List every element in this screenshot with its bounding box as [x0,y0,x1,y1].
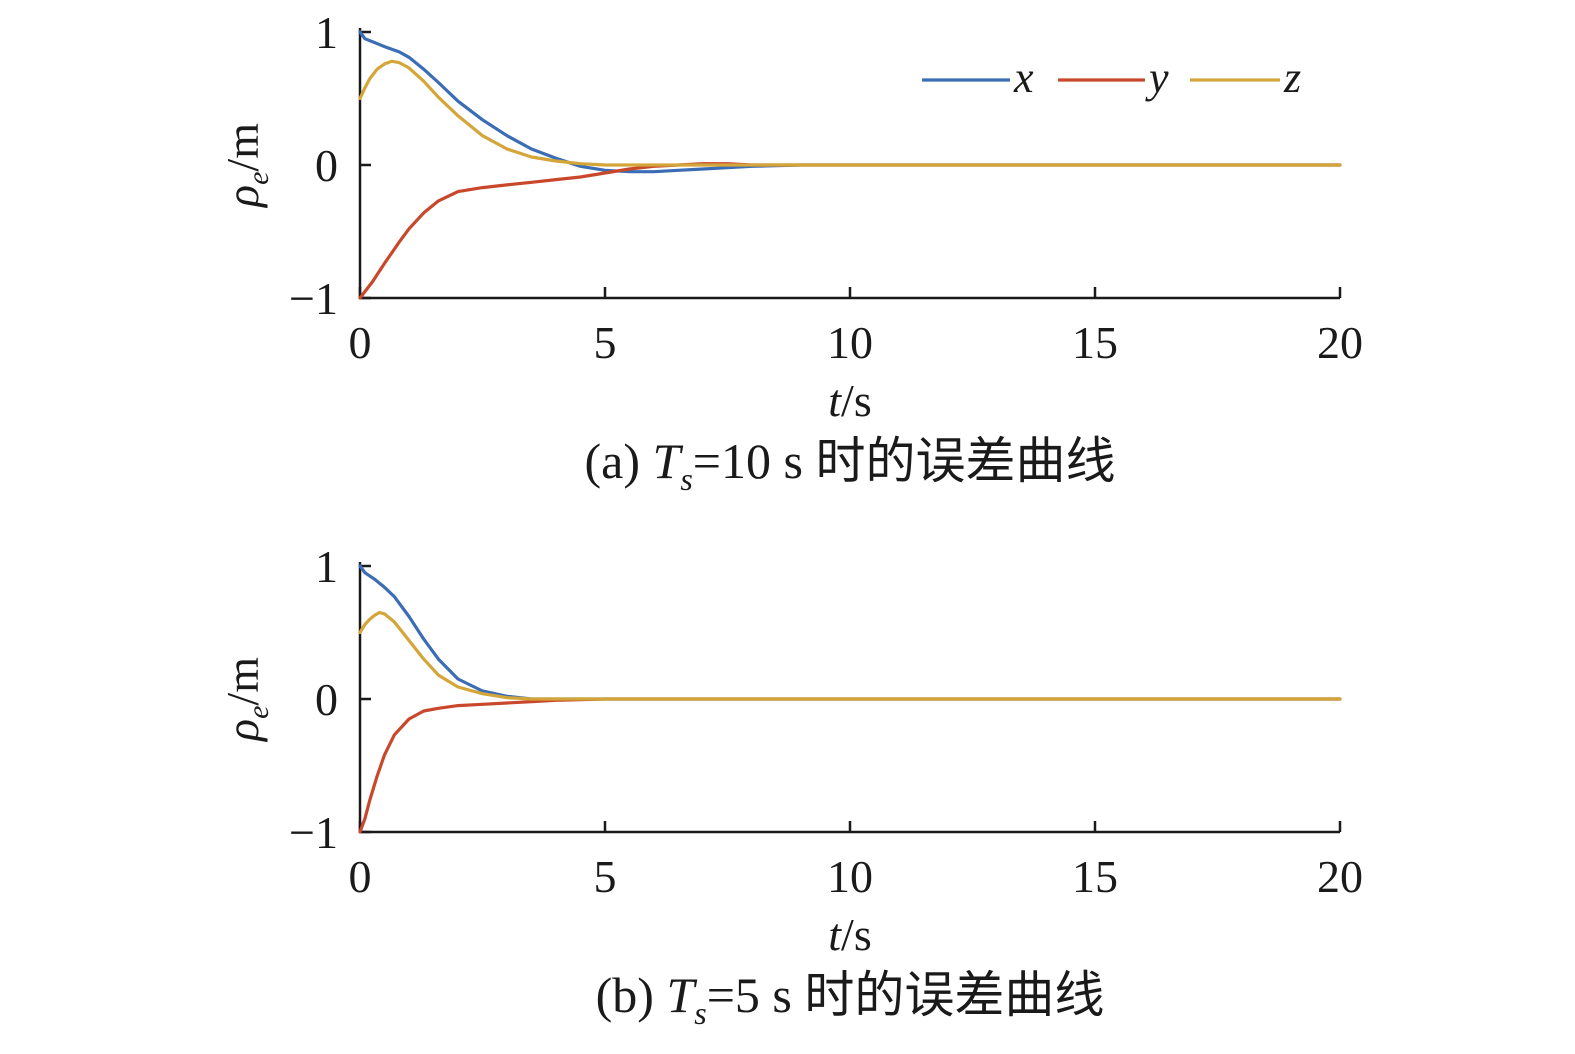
x-tick-label: 10 [827,317,873,368]
series-line-z [358,59,1342,167]
x-tick-label: 10 [827,851,873,902]
legend-label-x: x [1013,53,1034,102]
x-tick-label: 15 [1072,317,1118,368]
y-tick-label: 1 [315,7,338,58]
x-tick-label: 20 [1317,317,1363,368]
y-tick-label: 1 [315,541,338,592]
legend-label-z: z [1283,53,1301,102]
x-tick-label: 0 [349,851,372,902]
series-line-x [358,564,1342,701]
series-line-z [358,610,1342,701]
legend: x y z [922,53,1301,102]
y-tick-label: −1 [289,807,338,858]
x-tick-label: 5 [594,851,617,902]
y-axis-label: ρe/m [217,123,275,209]
series-line-y [358,697,1342,834]
y-axis-label: ρe/m [217,657,275,743]
x-tick-label: 0 [349,317,372,368]
x-tick-label: 5 [594,317,617,368]
y-tick-label: 0 [315,674,338,725]
x-axis-label: t/s [828,909,871,960]
x-axis-label: t/s [828,375,871,426]
panel-caption: (b) Ts=5 s 时的误差曲线 [596,967,1105,1031]
x-tick-label: 15 [1072,851,1118,902]
y-tick-label: −1 [289,273,338,324]
series-line-x [358,30,1342,174]
series-line-y [358,162,1342,300]
x-tick-label: 20 [1317,851,1363,902]
panel-caption: (a) Ts=10 s 时的误差曲线 [585,433,1116,497]
legend-label-y: y [1145,53,1169,102]
y-tick-label: 0 [315,140,338,191]
